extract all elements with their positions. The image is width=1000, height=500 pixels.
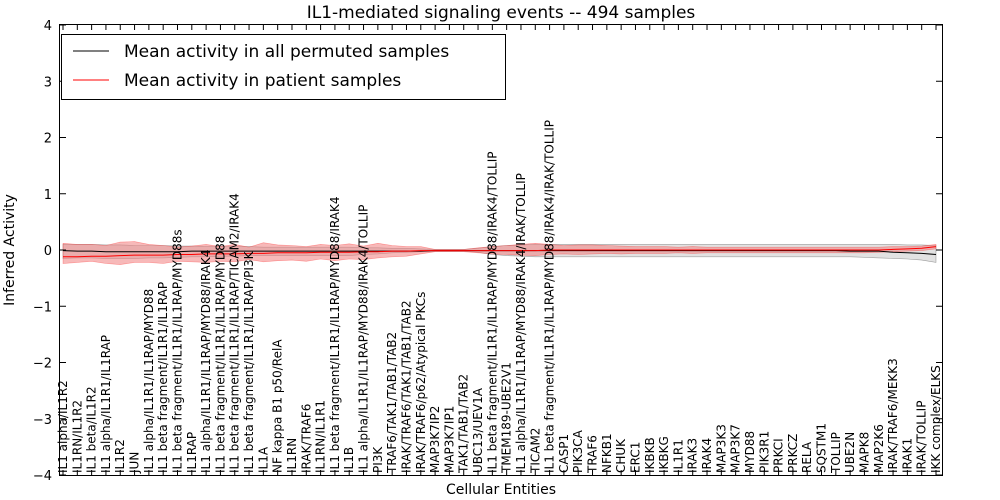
category-labels: IL1 alpha/IL1R2 IL1RN/IL1R2 IL1 beta/IL1R2…: [56, 120, 943, 474]
category-label: IL1 beta fragment/IL1R1/IL1RAP/MYD88s: [171, 229, 185, 473]
category-label: IKK complex/ELKS: [929, 365, 943, 473]
category-label: TOLLIP: [829, 432, 843, 474]
y-tick-label: −3: [33, 413, 52, 428]
plot-frame: [59, 24, 943, 476]
category-label: PIK3R1: [757, 431, 771, 473]
category-label: MAP3K7IP1: [442, 406, 456, 473]
category-label: UBE2N: [843, 432, 857, 473]
category-label: IL1R1: [671, 439, 685, 473]
category-label: IL1 beta fragment/IL1R1/IL1RAP/MYD88/IRA…: [485, 152, 499, 473]
category-label: ERC1: [629, 442, 643, 473]
category-label: IL1 beta fragment/IL1R1/IL1RAP/TICAM2/IR…: [228, 193, 242, 473]
category-label: TRAF6/TAK1/TAB1/TAB2: [385, 332, 399, 474]
category-label: IL1RN/IL1R1: [314, 400, 328, 473]
category-label: PI3K: [371, 446, 385, 473]
category-label: IL1 alpha/IL1R1/IL1RAP/MYD88/IRAK4/TOLLI…: [357, 205, 371, 473]
category-label: MAP3K3: [714, 424, 728, 473]
category-label: CASP1: [557, 434, 571, 473]
category-label: IRAK/TRAF6/p62/Atypical PKCs: [414, 292, 428, 473]
category-label: IL1B: [342, 447, 356, 473]
y-tick-label: −1: [33, 300, 52, 315]
y-tick-label: 2: [44, 132, 52, 147]
category-label: IL1 beta fragment/IL1R1/IL1RAP/MYD88/IRA…: [543, 120, 557, 473]
category-label: IL1 beta fragment/IL1R1/IL1RAP/MYD88: [213, 236, 227, 473]
category-label: PRKCI: [772, 438, 786, 473]
series-layer: [62, 246, 937, 258]
category-label: PIK3CA: [571, 429, 585, 473]
y-tick-label: −4: [33, 469, 52, 484]
tick-layer: −4 −3 −2 −1 0 1 2 3 4: [33, 19, 942, 484]
category-label: MAP3K7IP2: [428, 406, 442, 473]
category-label: IL1 alpha/IL1R1/IL1RAP/MYD88/IRAK4/IRAK/…: [514, 173, 528, 473]
legend: Mean activity in all permuted samples Me…: [61, 34, 506, 100]
category-label: TRAF6: [586, 435, 600, 474]
category-label: IRAK/TRAF6/TAK1/TAB1/TAB2: [400, 300, 414, 473]
category-label: MAP2K6: [872, 424, 886, 473]
category-label: TMEM189-UBE2V1: [500, 362, 514, 474]
y-tick-label: 1: [44, 188, 52, 203]
category-label: IL1 beta/IL1R2: [85, 386, 99, 473]
y-tick-label: 0: [44, 244, 52, 259]
category-label: IRAK/TOLLIP: [915, 401, 929, 473]
category-label: IRAK4: [700, 438, 714, 473]
category-label: IL1RN: [285, 438, 299, 473]
series-line-patient: [63, 246, 937, 258]
category-label: IL1R2: [113, 439, 127, 473]
band-layer: [62, 241, 937, 265]
category-label: IL1RN/IL1R2: [70, 400, 84, 473]
category-label: IRAK3: [686, 438, 700, 473]
category-label: IL1RAP: [185, 432, 199, 473]
category-label: IRAK1: [900, 438, 914, 473]
category-label: RELA: [800, 441, 814, 473]
category-label: IL1 alpha/IL1R2: [56, 380, 70, 473]
legend-label-permuted: Mean activity in all permuted samples: [124, 42, 449, 62]
y-tick-label: −2: [33, 357, 52, 372]
category-label: IRAK/TRAF6/MEKK3: [886, 358, 900, 473]
category-label: IRAK/TRAF6: [299, 404, 313, 473]
category-label: CHUK: [614, 438, 628, 473]
category-label: IL1 alpha/IL1R1/IL1RAP/MYD88: [142, 289, 156, 473]
category-label: UBC13/UEV1A: [471, 387, 485, 473]
category-label: MAP3K7: [729, 424, 743, 473]
legend-box: [61, 34, 506, 100]
x-axis-title: Cellular Entities: [446, 482, 556, 498]
category-label: IKBKB: [643, 437, 657, 473]
category-label: MYD88: [743, 431, 757, 473]
category-label: IL1 beta fragment/IL1R1/IL1RAP/MYD88/IRA…: [328, 196, 342, 473]
category-label: IL1 beta fragment/IL1R1/IL1RAP: [156, 282, 170, 473]
category-label: IL1 alpha/IL1R1/IL1RAP/MYD88/IRAK4: [199, 250, 213, 473]
y-axis-title: Inferred Activity: [2, 194, 18, 306]
category-label: IL1 beta fragment/IL1R1/IL1RAP/PI3K: [242, 250, 256, 473]
y-tick-label: 3: [44, 75, 52, 90]
series-band-patient: [62, 241, 937, 265]
category-label: TICAM2: [528, 428, 542, 474]
category-label: SQSTM1: [815, 423, 829, 473]
chart-title: IL1-mediated signaling events -- 494 sam…: [307, 3, 696, 23]
category-label: NFKB1: [600, 433, 614, 473]
category-label: TAK1/TAB1/TAB2: [457, 374, 471, 474]
category-label: MAPK8: [857, 432, 871, 473]
legend-label-patient: Mean activity in patient samples: [124, 71, 401, 91]
category-label: NF kappa B1 p50/RelA: [271, 339, 285, 473]
category-label: IL1A: [256, 446, 270, 473]
category-label: IKBKG: [657, 436, 671, 473]
category-label: PRKCZ: [786, 434, 800, 473]
y-tick-label: 4: [44, 19, 52, 34]
category-label: JUN: [128, 452, 142, 474]
category-label: IL1 alpha/IL1R1/IL1RAP: [99, 335, 113, 473]
